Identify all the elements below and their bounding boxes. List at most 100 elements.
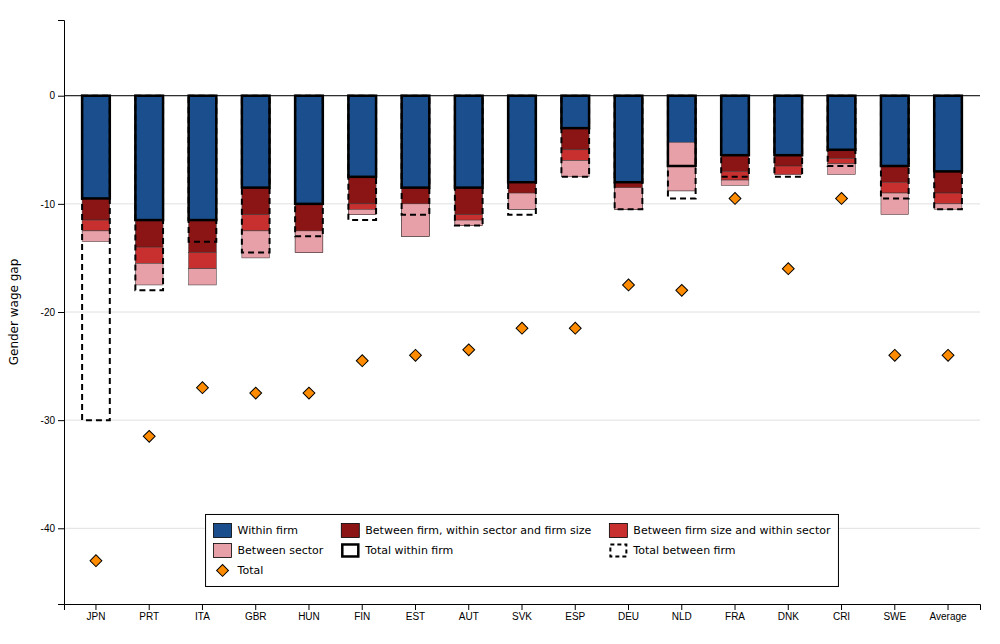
solid-outline <box>615 96 643 183</box>
x-tick-label: FIN <box>354 611 370 622</box>
bar-segment <box>82 231 110 242</box>
bar-segment <box>402 96 430 188</box>
legend-item: Within firm <box>214 523 298 537</box>
x-tick-mark <box>415 604 416 610</box>
bar-segment <box>615 96 643 183</box>
total-marker <box>303 387 315 399</box>
legend-label: Within firm <box>238 524 298 537</box>
legend-label: Total between firm <box>632 544 735 557</box>
legend-swatch <box>609 523 627 537</box>
x-tick: HUN <box>298 604 320 622</box>
y-tick: 0 <box>49 90 64 101</box>
x-tick-label: AUT <box>459 611 479 622</box>
bar-segment <box>881 193 909 215</box>
legend-swatch <box>217 565 229 577</box>
bar-segment <box>295 231 323 253</box>
x-tick-label: SWE <box>883 611 906 622</box>
solid-outline <box>774 96 802 155</box>
x-tick-label: DEU <box>618 611 639 622</box>
legend-swatch <box>342 544 358 556</box>
x-tick-label: PRT <box>139 611 159 622</box>
bar-segment <box>135 96 163 220</box>
bar-segment <box>881 96 909 166</box>
total-marker <box>782 263 794 275</box>
legend-swatch <box>214 523 232 537</box>
bar-segment <box>82 220 110 231</box>
bar-segment <box>189 220 217 252</box>
y-tick: -30 <box>41 415 64 426</box>
bar-segment <box>348 177 376 204</box>
solid-outline <box>242 96 270 188</box>
bar-segment <box>774 155 802 166</box>
x-tick-mark <box>468 604 469 610</box>
legend-item: Total within firm <box>342 544 453 557</box>
legend: Within firm Between firm, within sector a… <box>206 514 839 586</box>
x-tick-mark <box>575 604 576 610</box>
solid-outline <box>508 96 536 183</box>
marks <box>64 96 980 567</box>
bar-segment <box>189 96 217 220</box>
legend-label: Total <box>237 564 264 577</box>
solid-outline <box>828 96 856 150</box>
bar-segment <box>561 128 589 150</box>
legend-swatch <box>610 544 626 556</box>
y-tick: -40 <box>41 523 64 534</box>
x-tick: AUT <box>459 604 479 622</box>
bar-segment <box>774 96 802 155</box>
y-tick-mark <box>58 96 64 97</box>
x-tick-mark <box>522 604 523 610</box>
solid-outline <box>881 96 909 166</box>
solid-outline <box>668 96 696 166</box>
plot: 0-10-20-30-40JPNPRTITAGBRHUNFINESTAUTSVK… <box>41 21 981 623</box>
x-tick: JPN <box>87 604 106 622</box>
legend-label: Between firm, within sector and firm siz… <box>365 524 591 537</box>
x-axis: JPNPRTITAGBRHUNFINESTAUTSVKESPDEUNLDFRAD… <box>65 604 981 622</box>
bar-segment <box>508 96 536 183</box>
bar-segment <box>455 188 483 215</box>
y-tick-mark <box>58 528 64 529</box>
dashed-outline <box>615 96 643 210</box>
bar-segment <box>402 204 430 236</box>
legend-label: Total within firm <box>364 544 453 557</box>
x-tick-label: GBR <box>245 611 267 622</box>
x-tick-label: SVK <box>512 611 532 622</box>
legend-item: Between firm, within sector and firm siz… <box>341 523 591 537</box>
bar-segment <box>721 155 749 171</box>
total-marker <box>889 349 901 361</box>
bar-segment <box>721 180 749 185</box>
bar-segment <box>615 188 643 210</box>
x-tick-mark <box>948 604 949 610</box>
x-tick-label: EST <box>406 611 425 622</box>
x-tick-mark <box>788 604 789 610</box>
bar-segment <box>934 96 962 172</box>
bar-segment <box>881 166 909 182</box>
bar-segment <box>774 174 802 175</box>
x-tick-label: CRI <box>833 611 850 622</box>
y-tick-mark <box>58 420 64 421</box>
x-tick: SVK <box>512 604 532 622</box>
bar-segment <box>348 96 376 177</box>
total-marker <box>942 349 954 361</box>
dashed-outline <box>721 96 749 177</box>
y-axis-title: Gender wage gap <box>7 259 21 366</box>
legend-label: Between sector <box>238 544 324 557</box>
bar-segment <box>242 215 270 231</box>
legend-item: Total <box>217 564 264 577</box>
bar-segment <box>348 204 376 215</box>
x-tick: GBR <box>245 604 267 622</box>
x-tick: ESP <box>565 604 585 622</box>
x-tick-mark <box>681 604 682 610</box>
total-marker <box>90 555 102 567</box>
x-tick: Average <box>930 604 968 622</box>
bar-segment <box>82 198 110 220</box>
dashed-outline <box>402 96 430 215</box>
total-marker <box>410 349 422 361</box>
y-tick: -20 <box>41 307 64 318</box>
x-tick: PRT <box>139 604 159 622</box>
bar-segment <box>455 96 483 188</box>
x-tick: DNK <box>778 604 799 622</box>
y-tick-label: 0 <box>49 90 55 101</box>
legend-item: Between firm size and within sector <box>609 523 831 537</box>
dashed-outline <box>774 96 802 177</box>
dashed-outline <box>455 96 483 226</box>
